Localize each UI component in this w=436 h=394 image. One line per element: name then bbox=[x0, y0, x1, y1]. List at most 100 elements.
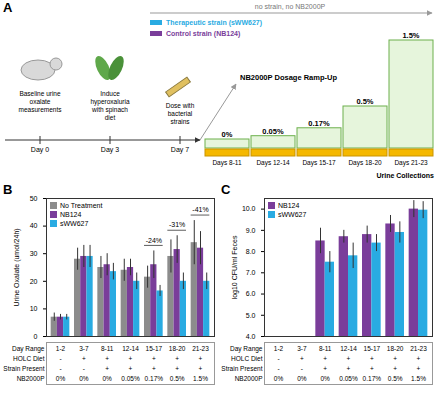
svg-text:HOLC Diet: HOLC Diet bbox=[231, 355, 263, 362]
svg-text:18-20: 18-20 bbox=[387, 345, 404, 352]
svg-text:3-7: 3-7 bbox=[297, 345, 307, 352]
svg-text:-: - bbox=[301, 365, 303, 372]
svg-text:Urine Collections: Urine Collections bbox=[376, 172, 434, 179]
svg-text:+: + bbox=[129, 365, 133, 372]
svg-text:Day Range: Day Range bbox=[230, 345, 263, 353]
svg-text:40: 40 bbox=[30, 222, 38, 229]
svg-text:Days 15-17: Days 15-17 bbox=[302, 159, 336, 167]
svg-text:-: - bbox=[277, 365, 279, 372]
svg-text:1.5%: 1.5% bbox=[411, 375, 426, 382]
svg-text:Days 18-20: Days 18-20 bbox=[348, 159, 382, 167]
svg-text:Strain Present: Strain Present bbox=[3, 365, 44, 372]
svg-text:0.17%: 0.17% bbox=[308, 119, 330, 128]
svg-text:-: - bbox=[277, 355, 279, 362]
svg-text:21-23: 21-23 bbox=[410, 345, 427, 352]
svg-text:Dose withbacterialstrains: Dose withbacterialstrains bbox=[166, 102, 195, 125]
svg-text:+: + bbox=[417, 365, 421, 372]
svg-text:+: + bbox=[370, 365, 374, 372]
svg-text:NB2000P: NB2000P bbox=[235, 375, 263, 382]
svg-text:1-2: 1-2 bbox=[274, 345, 284, 352]
svg-text:0.05%: 0.05% bbox=[262, 127, 284, 136]
svg-text:10: 10 bbox=[30, 305, 38, 312]
svg-text:0.5%: 0.5% bbox=[388, 375, 403, 382]
svg-text:5.0: 5.0 bbox=[246, 312, 256, 319]
svg-text:0%: 0% bbox=[222, 130, 233, 139]
svg-text:15-17: 15-17 bbox=[364, 345, 381, 352]
svg-text:-: - bbox=[59, 365, 61, 372]
svg-text:+: + bbox=[152, 365, 156, 372]
svg-text:-24%: -24% bbox=[146, 237, 162, 244]
svg-text:0.5%: 0.5% bbox=[356, 97, 373, 106]
svg-text:20: 20 bbox=[30, 278, 38, 285]
svg-text:12-14: 12-14 bbox=[122, 345, 139, 352]
svg-text:7.0: 7.0 bbox=[246, 269, 256, 276]
svg-text:+: + bbox=[370, 355, 374, 362]
svg-text:8.0: 8.0 bbox=[246, 248, 256, 255]
svg-text:+: + bbox=[393, 355, 397, 362]
svg-text:4.0: 4.0 bbox=[246, 333, 256, 340]
svg-text:18-20: 18-20 bbox=[169, 345, 186, 352]
svg-text:+: + bbox=[323, 355, 327, 362]
svg-text:Day 7: Day 7 bbox=[171, 146, 189, 154]
svg-text:+: + bbox=[393, 365, 397, 372]
svg-text:+: + bbox=[199, 355, 203, 362]
svg-text:0.05%: 0.05% bbox=[121, 375, 140, 382]
svg-text:+: + bbox=[417, 355, 421, 362]
svg-text:no strain, no NB2000P: no strain, no NB2000P bbox=[255, 3, 326, 10]
svg-text:50: 50 bbox=[30, 195, 38, 202]
svg-text:8-11: 8-11 bbox=[319, 345, 332, 352]
svg-text:6.0: 6.0 bbox=[246, 290, 256, 297]
svg-text:Day 0: Day 0 bbox=[31, 146, 49, 154]
svg-text:-31%: -31% bbox=[169, 221, 185, 228]
svg-text:NB2000P Dosage Ramp-Up: NB2000P Dosage Ramp-Up bbox=[240, 73, 337, 82]
svg-text:Strain Present: Strain Present bbox=[221, 365, 262, 372]
svg-text:1.5%: 1.5% bbox=[193, 375, 208, 382]
svg-text:Baseline urineoxalatemeasureme: Baseline urineoxalatemeasurements bbox=[19, 90, 63, 113]
svg-text:+: + bbox=[323, 365, 327, 372]
svg-text:Control strain (NB124): Control strain (NB124) bbox=[166, 30, 240, 38]
svg-text:1-2: 1-2 bbox=[56, 345, 66, 352]
svg-text:Inducehyperoxaluriawith spinac: Inducehyperoxaluriawith spinachdiet bbox=[90, 90, 129, 121]
svg-text:1.5%: 1.5% bbox=[402, 31, 419, 40]
svg-text:12-14: 12-14 bbox=[340, 345, 357, 352]
svg-text:0: 0 bbox=[34, 333, 38, 340]
svg-text:Therapeutic strain (sWW627): Therapeutic strain (sWW627) bbox=[166, 19, 262, 27]
svg-text:+: + bbox=[129, 355, 133, 362]
svg-text:+: + bbox=[105, 365, 109, 372]
svg-text:Days 8-11: Days 8-11 bbox=[212, 159, 242, 167]
svg-text:+: + bbox=[300, 355, 304, 362]
svg-text:Day Range: Day Range bbox=[12, 345, 45, 353]
svg-text:A: A bbox=[3, 0, 13, 15]
svg-text:0.17%: 0.17% bbox=[363, 375, 382, 382]
svg-text:9.0: 9.0 bbox=[246, 227, 256, 234]
svg-text:Day 3: Day 3 bbox=[101, 146, 119, 154]
svg-text:+: + bbox=[199, 365, 203, 372]
svg-text:0%: 0% bbox=[297, 375, 307, 382]
svg-text:21-23: 21-23 bbox=[192, 345, 209, 352]
svg-text:0%: 0% bbox=[102, 375, 112, 382]
svg-text:0%: 0% bbox=[320, 375, 330, 382]
svg-text:+: + bbox=[347, 355, 351, 362]
svg-text:0.17%: 0.17% bbox=[145, 375, 164, 382]
svg-text:0.5%: 0.5% bbox=[170, 375, 185, 382]
svg-text:30: 30 bbox=[30, 250, 38, 257]
svg-text:3-7: 3-7 bbox=[79, 345, 89, 352]
svg-text:Urine Oxalate (umol/24h): Urine Oxalate (umol/24h) bbox=[13, 228, 21, 306]
svg-text:15-17: 15-17 bbox=[146, 345, 163, 352]
svg-text:0.05%: 0.05% bbox=[339, 375, 358, 382]
svg-text:+: + bbox=[105, 355, 109, 362]
svg-text:HOLC Diet: HOLC Diet bbox=[13, 355, 45, 362]
svg-text:8-11: 8-11 bbox=[101, 345, 114, 352]
svg-text:NB2000P: NB2000P bbox=[17, 375, 45, 382]
svg-text:10.0: 10.0 bbox=[242, 205, 256, 212]
svg-text:0%: 0% bbox=[56, 375, 66, 382]
svg-text:0%: 0% bbox=[274, 375, 284, 382]
svg-text:+: + bbox=[175, 365, 179, 372]
svg-text:+: + bbox=[175, 355, 179, 362]
svg-text:-: - bbox=[59, 355, 61, 362]
svg-text:-: - bbox=[83, 365, 85, 372]
svg-text:+: + bbox=[347, 365, 351, 372]
svg-text:+: + bbox=[82, 355, 86, 362]
svg-text:Days 21-23: Days 21-23 bbox=[394, 159, 428, 167]
svg-text:0%: 0% bbox=[79, 375, 89, 382]
